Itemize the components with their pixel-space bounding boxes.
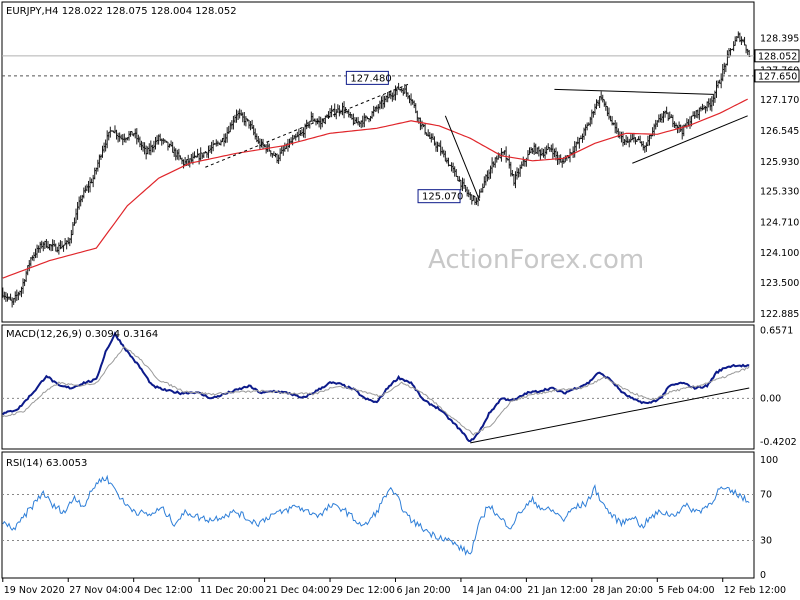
macd-line [2,331,750,443]
x-tick-label: 12 Feb 12:00 [724,585,786,596]
rsi-tick-label: 70 [760,490,772,501]
x-tick-label: 11 Dec 20:00 [200,585,264,596]
macd-series [2,331,754,444]
price-annotation-label: 127.480 [350,73,391,84]
macd-signal-line [2,345,750,436]
x-tick-label: 28 Jan 20:00 [593,585,653,596]
macd-tick-label: 0.6571 [760,325,793,336]
x-tick-label: 14 Jan 04:00 [462,585,522,596]
price-tick-label: 125.930 [760,157,799,168]
rsi-title: RSI(14) 63.0053 [6,458,87,469]
rsi-tick-label: 30 [760,536,772,547]
x-tick-label: 19 Nov 2020 [4,585,65,596]
x-tick-label: 29 Dec 12:00 [331,585,395,596]
macd-tick-label: -0.4202 [760,437,797,448]
x-tick-label: 6 Jan 20:00 [396,585,450,596]
rsi-panel-frame [1,451,755,579]
level-price-tag-text: 127.650 [758,71,797,82]
price-tick-label: 123.500 [760,278,799,289]
macd-trendline [470,387,750,444]
trendline [444,115,481,201]
rsi-series [2,474,754,556]
price-annotation: 125.070 [417,189,463,204]
price-tick-label: 124.100 [760,248,799,259]
macd-tick-label: 0.00 [760,393,781,404]
moving-average-line [2,98,748,279]
symbol-header: EURJPY,H4 128.022 128.075 128.004 128.05… [6,6,237,17]
price-annotation: 127.480 [345,70,392,85]
price-tick-label: 125.330 [760,187,799,198]
rsi-tick-label: 100 [760,455,778,466]
last-price-tag-text: 128.052 [758,51,797,62]
price-tick-label: 124.710 [760,218,799,229]
x-tick-label: 27 Nov 04:00 [69,585,133,596]
price-bars [1,31,751,308]
last-price-tag: 128.052 [754,49,800,63]
x-tick-label: 21 Jan 12:00 [527,585,587,596]
macd-panel-frame [1,324,755,450]
macd-title: MACD(12,26,9) 0.3094 0.3164 [6,329,158,340]
price-overlays: 127.480 125.070 [2,55,754,279]
price-tick-label: 128.395 [760,34,799,45]
price-tick-label: 126.545 [760,126,799,137]
x-tick-label: 5 Feb 04:00 [658,585,714,596]
trendline [632,115,748,164]
axis-labels: 128.395127.760127.170126.545125.930125.3… [2,34,800,596]
price-annotation-label: 125.070 [422,192,463,203]
x-tick-label: 21 Dec 04:00 [266,585,330,596]
price-tick-label: 122.885 [760,309,799,320]
level-price-tag: 127.650 [754,69,800,83]
rsi-tick-label: 0 [760,570,766,581]
x-tick-label: 4 Dec 12:00 [135,585,193,596]
rsi-line [2,474,750,556]
watermark: ActionForex.com [428,245,644,275]
trendline [205,83,409,168]
trendline [554,88,714,95]
price-tick-label: 127.170 [760,95,799,106]
